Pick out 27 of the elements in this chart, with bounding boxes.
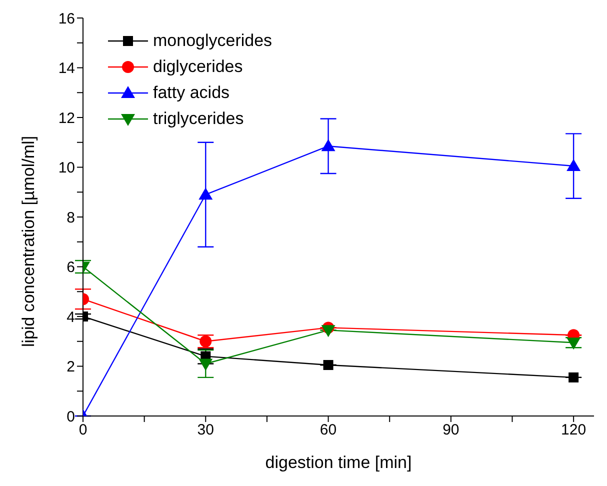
point (321, 325, 336, 338)
x-tick-label: 0 (78, 422, 88, 439)
x-tick-label: 90 (442, 422, 460, 439)
point (323, 360, 334, 370)
legend-label: fatty acids (153, 83, 230, 103)
point (198, 358, 213, 371)
point (566, 159, 581, 172)
y-tick-label: 4 (66, 308, 75, 326)
y-tick-label: 6 (66, 259, 75, 276)
y-tick-label: 0 (66, 408, 75, 426)
y-tick-label: 12 (58, 110, 75, 127)
x-tick-label: 120 (561, 422, 586, 439)
y-axis-title: lipid concentration [µmol/ml] (19, 136, 38, 347)
y-tick-label: 2 (66, 358, 75, 376)
point (198, 188, 213, 200)
x-axis-title: digestion time [min] (265, 453, 412, 472)
legend-label: monoglycerides (153, 31, 272, 51)
y-tick-label: 8 (66, 209, 75, 226)
y-tick-label: 10 (58, 160, 75, 177)
point (568, 372, 579, 382)
x-tick-label: 30 (197, 422, 214, 439)
y-tick-label: 16 (58, 10, 75, 28)
x-tick-label: 60 (320, 422, 337, 439)
point (321, 139, 336, 152)
legend-label: diglycerides (153, 57, 243, 77)
y-tick-label: 14 (58, 60, 75, 78)
legend-label: triglycerides (153, 109, 244, 129)
